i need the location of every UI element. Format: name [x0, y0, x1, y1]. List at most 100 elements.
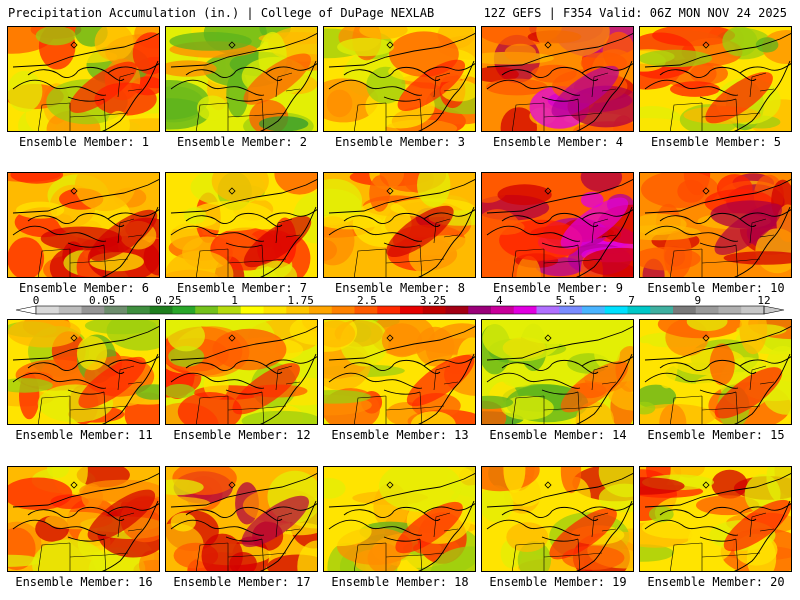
state-border	[103, 244, 107, 277]
coastline	[170, 472, 317, 508]
state-border	[701, 405, 761, 411]
coastline	[739, 503, 791, 514]
coastline	[185, 362, 237, 371]
precip-contour	[503, 467, 526, 493]
coastline	[343, 215, 395, 224]
state-border	[433, 72, 451, 98]
coastline	[101, 206, 159, 277]
coastline	[501, 69, 553, 78]
coastline	[170, 79, 265, 96]
precip-contour	[167, 320, 205, 352]
coastline	[328, 178, 475, 214]
precip-contour	[297, 540, 317, 571]
coastline	[644, 325, 791, 361]
precip-contour	[755, 37, 779, 53]
colorbar-segment	[172, 306, 196, 314]
coastline	[659, 509, 711, 518]
ensemble-member-map	[639, 26, 792, 132]
precip-contour	[690, 62, 728, 85]
location-marker-icon	[702, 41, 710, 49]
colorbar-segment	[377, 306, 401, 314]
ensemble-member-label: Ensemble Member: 7	[176, 281, 308, 295]
location-marker-icon	[544, 481, 552, 489]
coastline	[12, 325, 159, 361]
precip-contour	[530, 64, 577, 83]
coastline	[541, 242, 579, 248]
precip-maximum	[705, 72, 773, 124]
ensemble-member-map	[7, 466, 160, 572]
colorbar-segment	[627, 306, 651, 314]
precip-contour	[8, 70, 43, 112]
coastline	[12, 472, 159, 508]
precip-contour	[326, 89, 353, 118]
coastline	[225, 536, 263, 542]
colorbar-segment	[673, 306, 697, 314]
precip-contour	[168, 345, 205, 367]
coastline	[739, 63, 791, 74]
ensemble-member-label: Ensemble Member: 17	[173, 575, 311, 589]
state-border	[419, 244, 423, 277]
coastline	[170, 32, 317, 68]
ensemble-member-label: Ensemble Member: 6	[18, 281, 150, 295]
precip-contour	[35, 27, 76, 46]
coastline	[383, 96, 421, 102]
state-border	[701, 258, 761, 264]
state-border	[543, 552, 603, 558]
precip-maximum	[395, 501, 463, 554]
state-border	[735, 244, 739, 277]
coastline	[328, 225, 423, 242]
state-border	[37, 542, 71, 571]
coastline	[12, 372, 107, 389]
location-marker-icon	[544, 334, 552, 342]
precip-contour	[722, 27, 758, 57]
colorbar-segment	[422, 306, 446, 314]
precip-contour	[166, 479, 204, 496]
state-border	[591, 72, 609, 98]
location-marker-icon	[386, 41, 394, 49]
ensemble-member-label: Ensemble Member: 2	[176, 135, 308, 149]
precip-contour	[641, 173, 719, 208]
precip-contour	[324, 477, 346, 499]
state-border	[749, 365, 767, 391]
state-border	[433, 365, 451, 391]
ensemble-member-map	[481, 26, 634, 132]
colorbar-min-arrow	[15, 305, 37, 315]
state-border	[195, 248, 229, 277]
precip-contour	[10, 173, 64, 184]
colorbar-tick-label: 0.25	[155, 296, 182, 307]
precip-contour	[337, 37, 394, 57]
coastline	[486, 178, 633, 214]
coastline	[107, 63, 159, 74]
state-border	[669, 102, 703, 131]
colorbar-segment	[650, 306, 674, 314]
colorbar-segment	[36, 306, 60, 314]
state-border	[443, 381, 459, 385]
colorbar-segment	[127, 306, 151, 314]
precip-contour	[74, 173, 136, 212]
precip-maximum	[406, 354, 475, 407]
coastline	[170, 225, 265, 242]
colorbar-segment	[240, 306, 264, 314]
precip-contour	[415, 326, 455, 367]
ensemble-member-label: Ensemble Member: 10	[647, 281, 785, 295]
coastline	[328, 372, 423, 389]
precip-contour	[8, 378, 53, 393]
precip-contour	[580, 173, 623, 192]
location-marker-icon	[70, 41, 78, 49]
state-border	[735, 538, 739, 571]
state-border	[419, 391, 423, 424]
state-border	[511, 395, 545, 424]
location-marker-icon	[228, 334, 236, 342]
coastline	[644, 519, 739, 536]
coastline	[343, 362, 395, 371]
precip-contour	[84, 320, 157, 335]
state-border	[701, 552, 761, 558]
coastline	[12, 32, 159, 68]
colorbar-segment	[309, 306, 333, 314]
state-border	[749, 512, 767, 538]
precip-contour	[135, 384, 159, 400]
coastline	[383, 389, 421, 395]
precip-contour	[598, 467, 633, 498]
coastline	[733, 500, 791, 571]
colorbar-segment	[149, 306, 173, 314]
